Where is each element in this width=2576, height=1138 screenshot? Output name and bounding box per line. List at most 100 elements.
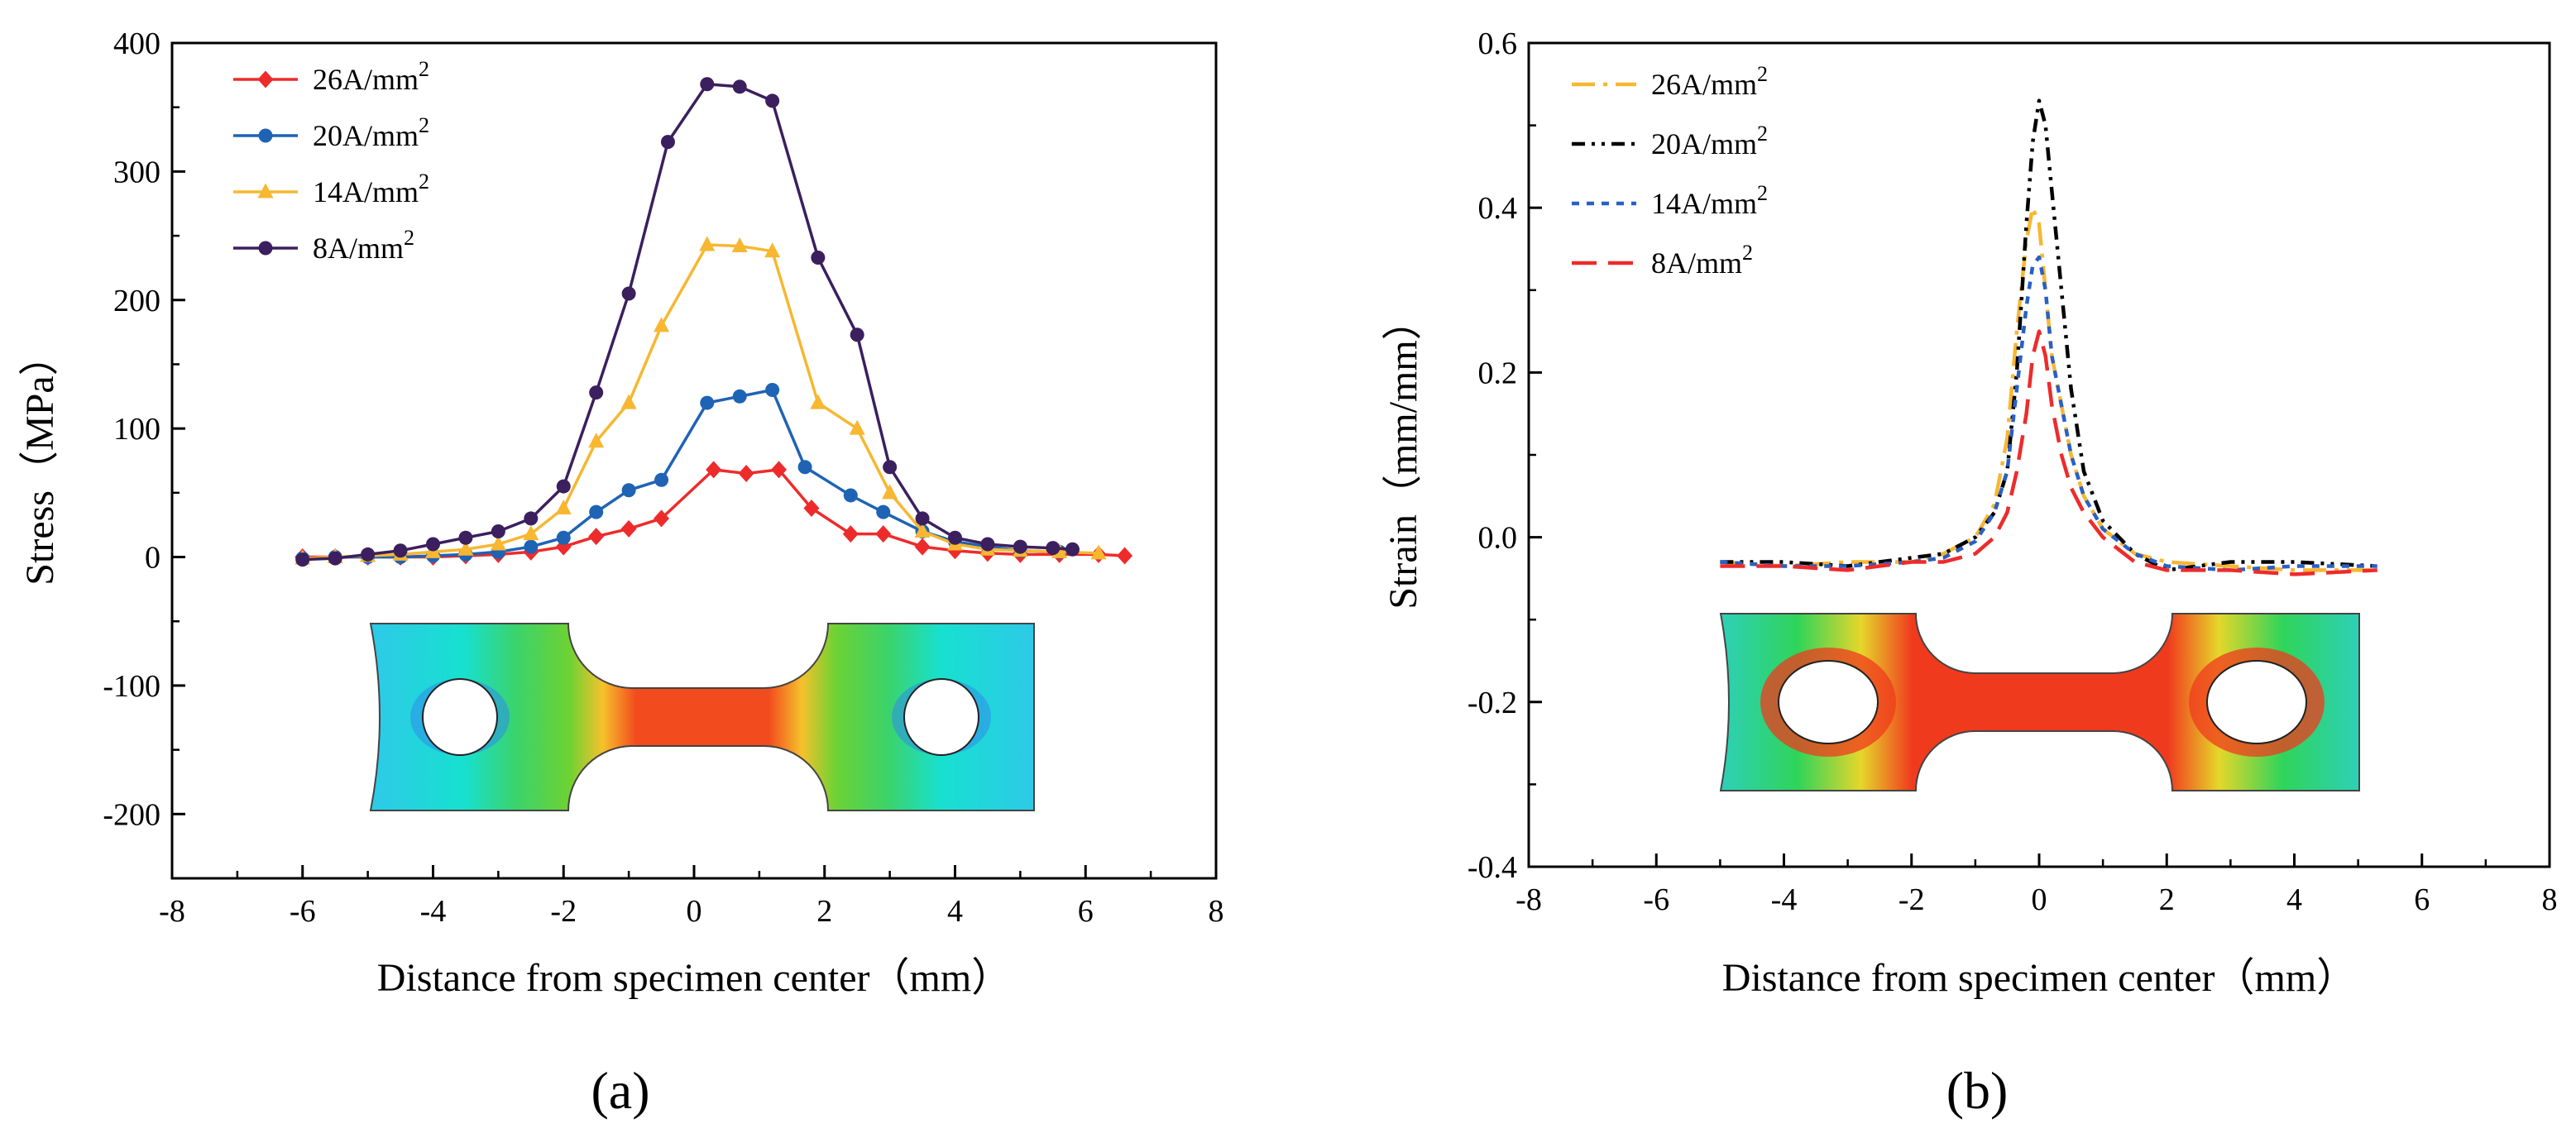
data-point	[588, 433, 605, 448]
data-point	[797, 460, 812, 475]
legend-label-1: 20A/mm2	[313, 113, 429, 152]
data-point	[654, 317, 670, 332]
stress-chart: -200 -100 0 100 200 300 400 -8 -6 -4 -2 0 2 4 6 8 26A/…	[18, 26, 1224, 1120]
x-tick-label: -8	[159, 894, 185, 929]
legend-label-0: 26A/mm2	[1651, 62, 1768, 101]
data-point	[1090, 544, 1107, 560]
data-point	[764, 242, 781, 258]
strain-axis-ticks	[1527, 41, 2551, 868]
strain-x-tick-labels: -8 -6 -4 -2 0 2 4 6 8	[1515, 882, 2557, 917]
y-tick-label: -100	[103, 669, 160, 704]
data-point	[490, 535, 506, 551]
x-tick-label: 8	[1209, 894, 1224, 929]
legend-label-0: 26A/mm2	[313, 57, 429, 96]
data-point	[700, 77, 715, 92]
y-tick-label: 0.6	[1478, 26, 1518, 61]
stress-specimen-contour	[369, 623, 1035, 811]
data-point	[980, 537, 995, 552]
data-point	[731, 237, 748, 253]
data-point	[361, 547, 376, 562]
data-point	[883, 460, 898, 475]
data-point	[555, 499, 572, 514]
data-point	[811, 250, 826, 265]
data-point	[621, 286, 636, 301]
data-point	[948, 530, 962, 545]
data-point	[426, 537, 440, 552]
data-point	[810, 394, 826, 409]
legend-label-1: 20A/mm2	[1651, 122, 1768, 160]
x-tick-label: -4	[1771, 882, 1798, 917]
strain-y-tick-labels: -0.4 -0.2 0.0 0.2 0.4 0.6	[1468, 26, 1517, 885]
data-point	[876, 504, 891, 519]
data-point	[660, 135, 675, 150]
strain-legend: 26A/mm2 20A/mm2 14A/mm2 8A/mm2	[1572, 62, 1768, 280]
legend-label-2: 14A/mm2	[1651, 181, 1768, 220]
data-point	[457, 540, 474, 556]
data-point	[556, 530, 571, 545]
x-tick-label: -8	[1515, 882, 1542, 917]
data-point	[524, 539, 539, 554]
data-point	[914, 522, 931, 538]
legend-marker-1	[258, 128, 273, 143]
x-tick-label: 8	[2542, 882, 2558, 917]
strain-plot-frame	[1527, 41, 2551, 868]
y-tick-label: 200	[113, 284, 160, 318]
legend-marker-3	[258, 241, 273, 256]
y-tick-label: -200	[103, 797, 160, 832]
x-tick-label: 4	[2286, 882, 2302, 917]
data-point	[915, 511, 930, 526]
y-tick-label: 0.0	[1478, 521, 1518, 556]
data-point	[914, 538, 931, 556]
data-point	[491, 524, 505, 538]
x-tick-label: 6	[2414, 882, 2430, 917]
legend-label-3: 8A/mm2	[1651, 241, 1753, 280]
legend-marker-2	[257, 183, 274, 198]
stress-axis-ticks	[170, 41, 1218, 878]
x-tick-label: 4	[947, 894, 963, 929]
stress-series-lines	[294, 77, 1133, 567]
strain-x-axis-title: Distance from specimen center（mm）	[1722, 956, 2356, 1000]
data-point	[620, 519, 637, 538]
strain-y-axis-title: Strain（mm/mm）	[1381, 300, 1425, 609]
stress-x-axis-title: Distance from specimen center（mm）	[377, 956, 1011, 1000]
strain-series-lines	[1720, 98, 2377, 576]
strain-specimen-contour	[1719, 613, 2360, 791]
panel-label-b: (b)	[1946, 1061, 2009, 1120]
x-tick-label: -2	[1898, 882, 1925, 917]
legend-label-3: 8A/mm2	[313, 226, 414, 265]
data-point	[700, 395, 715, 410]
data-point	[524, 511, 539, 526]
data-point	[588, 528, 605, 546]
stress-plot-frame	[170, 41, 1218, 880]
y-tick-label: 0.2	[1478, 356, 1518, 390]
data-point	[654, 472, 669, 487]
data-point	[738, 465, 754, 483]
data-point	[765, 93, 780, 108]
x-tick-label: 0	[2032, 882, 2047, 917]
x-tick-label: -6	[1643, 882, 1669, 917]
data-point	[843, 488, 858, 503]
series-line-3	[302, 82, 1073, 562]
data-point	[621, 483, 636, 498]
legend-marker-0	[257, 70, 274, 88]
data-point	[699, 236, 716, 251]
stress-y-axis-title: Stress（MPa）	[18, 336, 62, 585]
y-tick-label: 400	[113, 26, 160, 61]
data-point	[556, 479, 571, 494]
data-point	[523, 525, 539, 541]
stress-legend: 26A/mm2 20A/mm2 14A/mm2 8A/mm2	[233, 57, 429, 265]
data-point	[771, 461, 788, 479]
panel-label-a: (a)	[591, 1061, 649, 1120]
x-tick-label: 6	[1078, 894, 1094, 929]
data-point	[1117, 547, 1133, 565]
data-point	[620, 394, 637, 409]
data-point	[850, 328, 864, 342]
series-line-2	[302, 243, 1099, 560]
y-tick-label: 300	[113, 155, 160, 189]
x-tick-label: -2	[550, 894, 577, 929]
data-point	[589, 385, 604, 400]
x-tick-label: -6	[290, 894, 316, 929]
data-point	[842, 525, 859, 543]
data-point	[803, 499, 820, 517]
